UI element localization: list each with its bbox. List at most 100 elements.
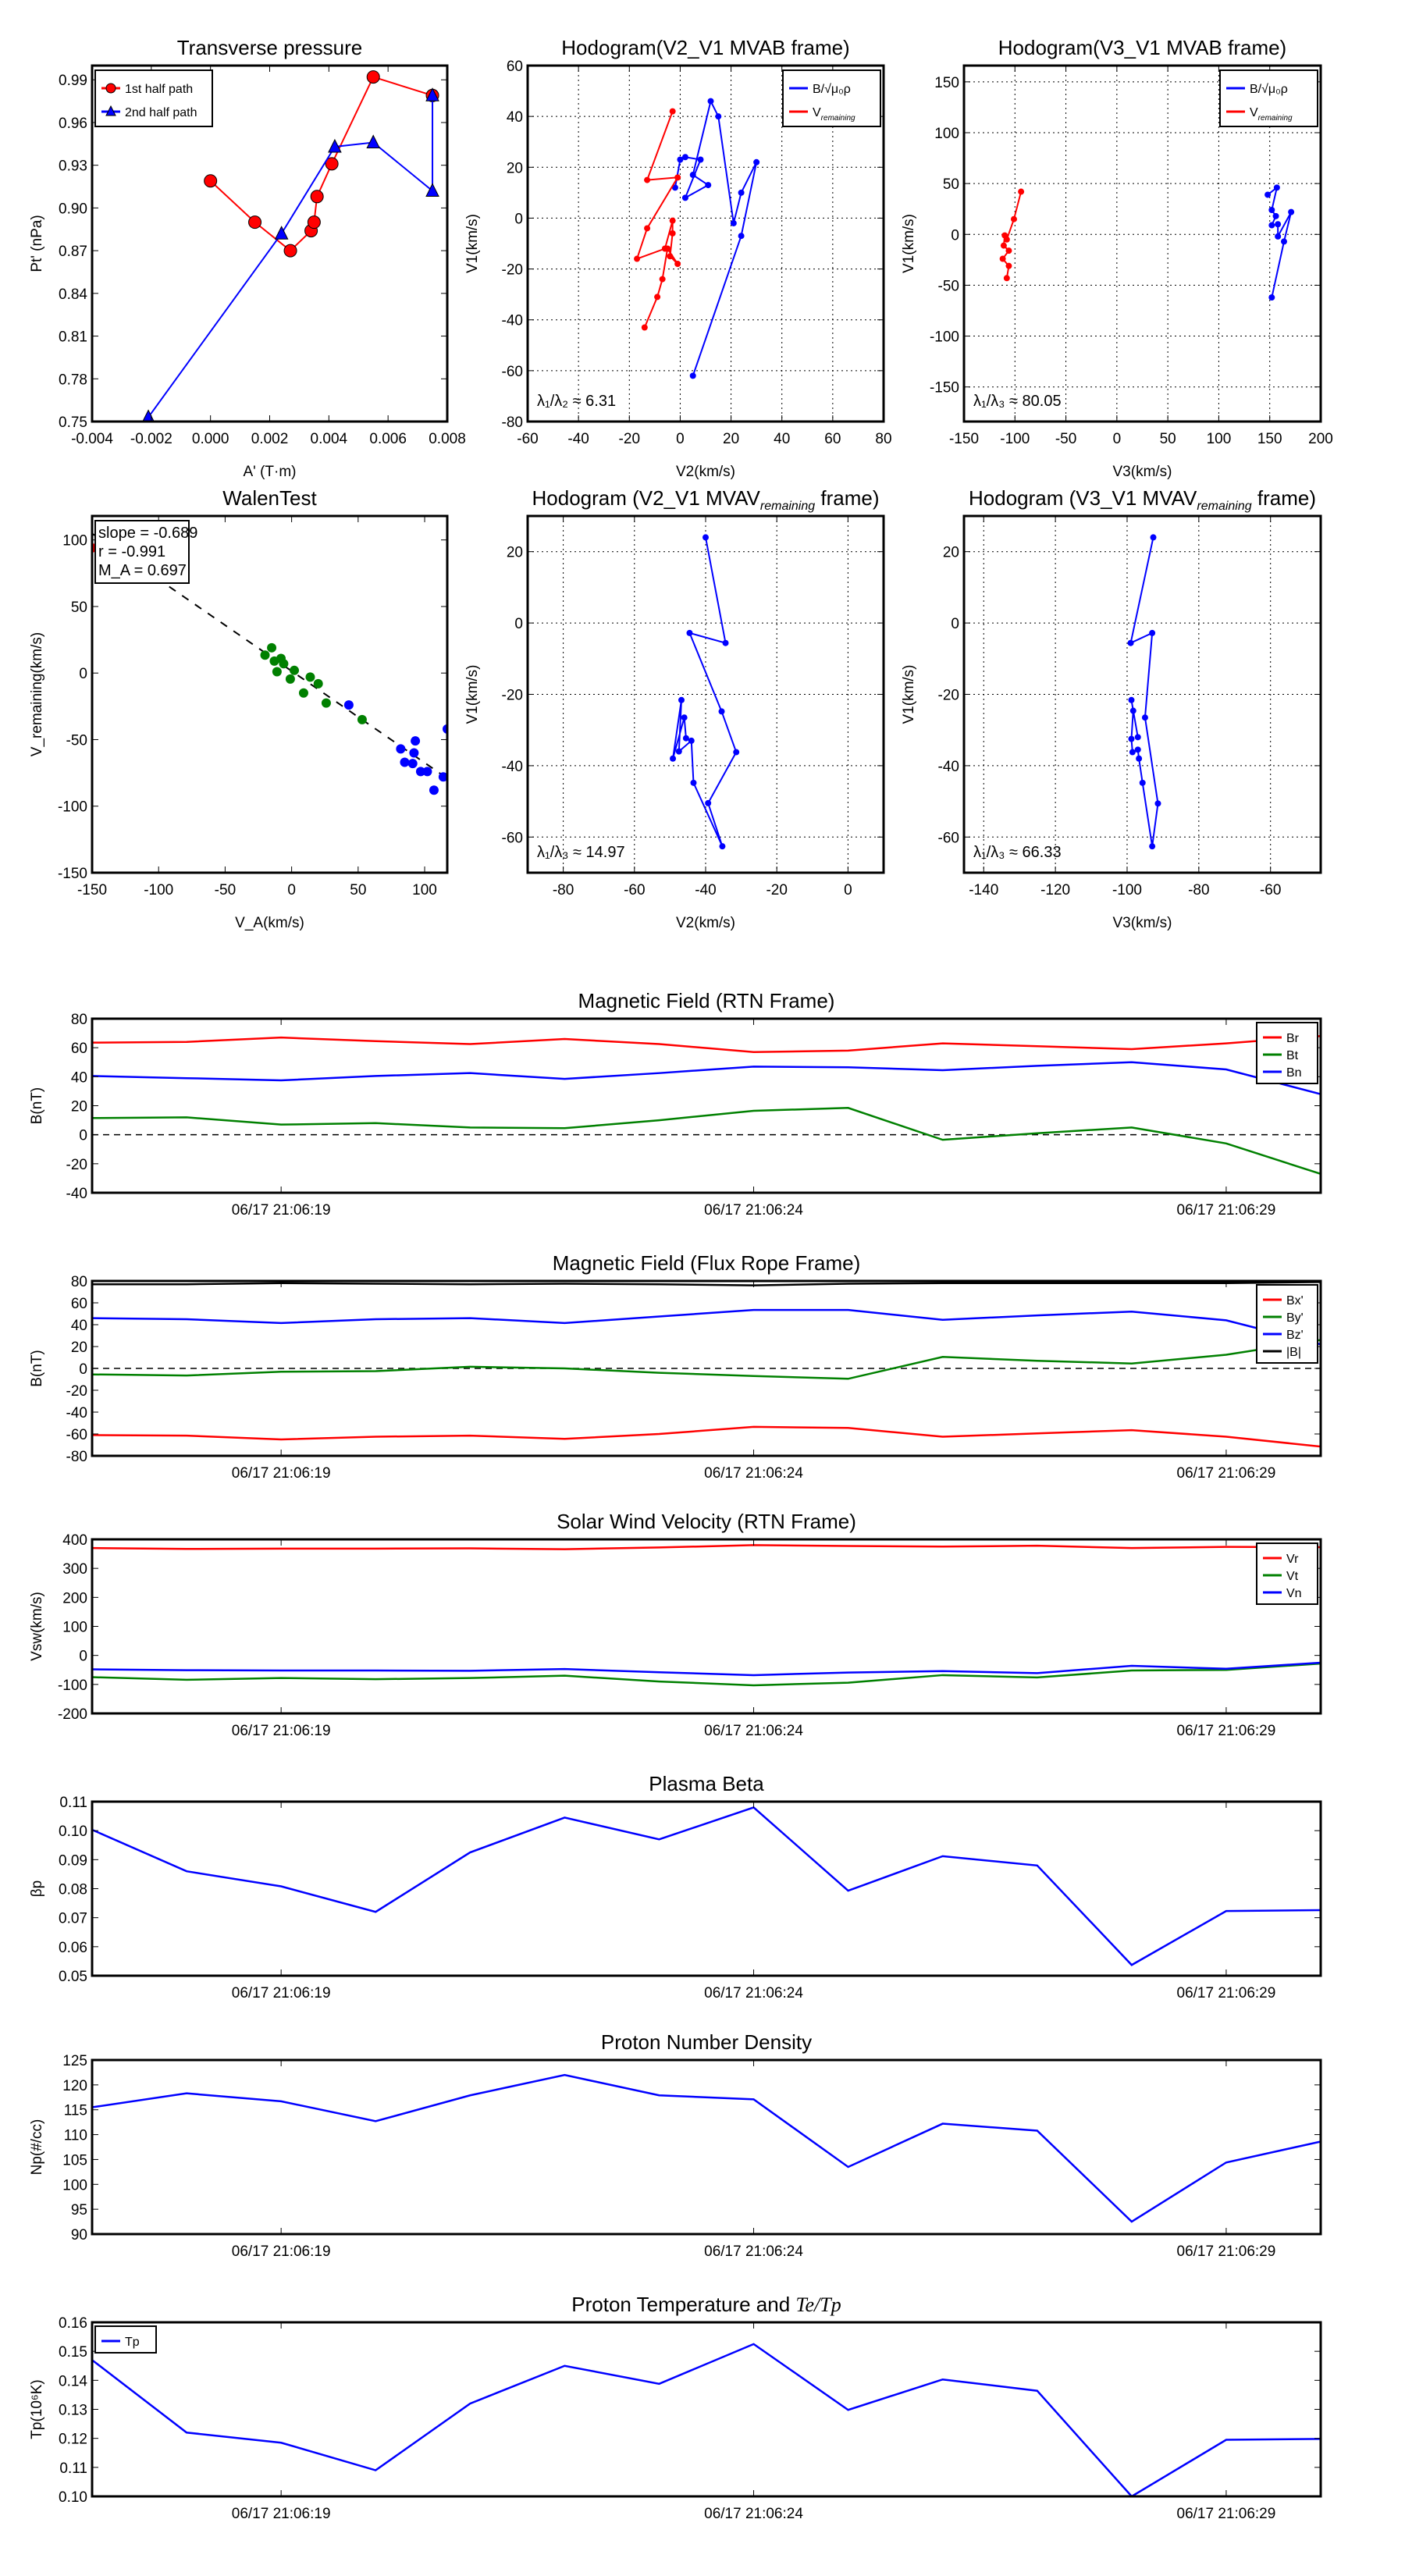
y-tick-label: -60 [938,830,959,846]
legend-label: Br [1286,1032,1300,1045]
data-point [1268,222,1275,229]
data-point [686,629,693,636]
legend-label-text: Vt [1286,1570,1299,1583]
data-point [396,744,406,754]
series-Br [92,1035,1321,1053]
data-point [1273,184,1280,191]
y-tick-label: 100 [62,2177,87,2194]
x-tick-label: 0 [1113,431,1122,447]
y-tick-label: -40 [66,1405,87,1421]
series-B/√μ₀ρ [671,98,760,379]
proton-temperature-chart: Proton Temperature and Te/Tp 06/17 21:06:… [29,2293,1322,2522]
axes-frame [91,2321,1322,2498]
series-line [92,1061,1321,1095]
legend-label-text: 2nd half path [125,106,197,119]
data-point [1128,696,1135,703]
x-tick-label: 40 [774,431,790,447]
data-point [661,245,668,252]
legend-label-text: Bt [1286,1049,1299,1062]
plot-area [92,2073,1321,2223]
chart-title: Proton Temperature and Te/Tp [571,2293,841,2316]
y-tick-label: 0.10 [59,2489,87,2506]
y-tick-label: 0.12 [59,2432,87,2448]
data-point [634,255,641,262]
data-point [738,189,745,196]
stats-text: slope = -0.689 [98,525,197,542]
title-text: Magnetic Field (Flux Rope Frame) [553,1251,860,1275]
chart-title: Hodogram(V3_V1 MVAB frame) [998,36,1286,59]
y-tick-label: 0.16 [59,2315,87,2332]
title-text: Solar Wind Velocity (RTN Frame) [557,1510,856,1533]
legend-label: Bz' [1286,1329,1304,1342]
series-2nd half path [142,87,439,422]
y-axis-label: V1(km/s) [464,214,481,273]
legend-label-sub: remaining [1258,114,1293,123]
legend-label: Vremaining [813,106,855,123]
data-point [272,667,282,677]
legend-label-text: Vr [1286,1553,1299,1566]
x-tick-label: 06/17 21:06:29 [1177,2506,1276,2522]
x-tick-label: -0.002 [130,431,173,447]
legend-box [1256,1542,1318,1605]
legend-box [782,69,881,127]
series-line [92,1661,1321,1677]
y-axis-label: V1(km/s) [901,665,917,724]
plot-area [92,1281,1321,1448]
series-Vr [92,1544,1321,1550]
x-tick-label: -40 [567,431,589,447]
data-point [669,108,676,115]
data-point [1288,208,1295,215]
plot-area [670,534,740,850]
plasma-beta-chart: Plasma Beta 06/17 21:06:19 06/17 21:06:24 0… [29,1772,1322,2001]
x-tick-label: -140 [969,882,998,898]
data-point [1005,262,1012,269]
axes-frame [91,2058,1322,2236]
y-tick-label: 60 [71,1041,87,1057]
chart-title: Plasma Beta [649,1772,764,1795]
title-text: Hodogram(V2_V1 MVAB frame) [561,36,849,59]
y-tick-label: 0 [79,1361,87,1378]
y-tick-label: 0 [79,1128,87,1144]
y-tick-label: 0.93 [59,158,87,175]
axes-frame [91,1538,1322,1715]
chart-title: Magnetic Field (Flux Rope Frame) [553,1251,860,1275]
hodogram-v2-v1-mvab-chart: Hodogram(V2_V1 MVAB frame) -60 -40 -20 0 20 40… [464,36,892,480]
y-tick-label: 0.75 [59,415,87,431]
y-tick-label: 0.08 [59,1882,87,1898]
x-tick-label: -60 [1260,882,1281,898]
hodogram-v3-v1-mvab-chart: Hodogram(V3_V1 MVAB frame) -150 -100 -50 0 50… [901,36,1333,480]
data-point [667,253,674,260]
plot-area [92,1035,1321,1176]
series-line [92,1544,1321,1550]
data-point [697,156,704,163]
y-axis-label: B(nT) [29,1350,45,1387]
x-axis-label: V3(km/s) [1113,464,1172,480]
series-line [92,1107,1321,1176]
data-point [1264,191,1272,198]
legend-box [1219,69,1318,127]
x-tick-label: 0 [287,882,296,898]
eigenvalue-ratio: λ₁/λ₃ ≈ 80.05 [973,393,1062,410]
legend-label: Bn [1286,1066,1302,1080]
data-point [1003,236,1010,243]
legend-label: B/√μ₀ρ [813,83,851,96]
y-tick-label: 120 [62,2078,87,2094]
data-point [1000,242,1007,249]
y-tick-label: -40 [66,1186,87,1202]
y-tick-label: 0.09 [59,1852,87,1869]
title-text: Hodogram (V2_V1 MVAV [532,486,761,510]
x-tick-label: 20 [723,431,739,447]
series-line [672,537,738,847]
legend-label: Vremaining [1250,106,1293,123]
series-line [92,1806,1321,1966]
legend-label: By' [1286,1311,1304,1325]
data-point [274,226,289,240]
y-axis-label: Pt' (nPa) [29,215,45,272]
series-Vn [92,1661,1321,1677]
y-tick-label: 110 [64,2128,87,2144]
series-|B| [92,1281,1321,1286]
y-tick-label: 0.99 [59,73,87,89]
y-tick-label: 300 [62,1561,87,1578]
data-point [702,534,709,541]
legend-label-sub: remaining [821,114,855,123]
